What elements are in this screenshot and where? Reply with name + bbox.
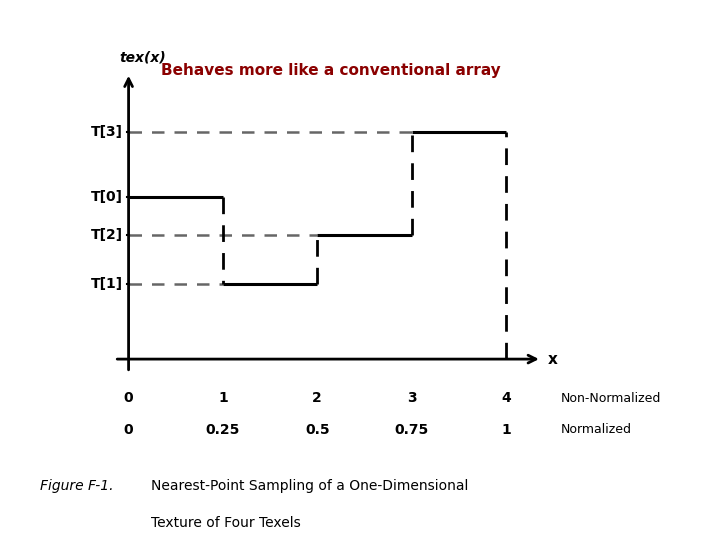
Text: 4: 4	[501, 392, 510, 405]
Text: x: x	[547, 352, 557, 367]
Text: 0: 0	[124, 392, 133, 405]
Text: T[1]: T[1]	[91, 276, 123, 291]
Text: Nearest-Point Sampling: 4-Element 1D Texture: Nearest-Point Sampling: 4-Element 1D Tex…	[9, 10, 482, 29]
Text: 2: 2	[312, 392, 322, 405]
Text: Nearest-Point Sampling of a One-Dimensional: Nearest-Point Sampling of a One-Dimensio…	[151, 479, 469, 493]
Text: 1: 1	[218, 392, 228, 405]
Text: Non-Normalized: Non-Normalized	[561, 392, 661, 405]
Text: Texture of Four Texels: Texture of Four Texels	[151, 516, 301, 530]
Text: tex(x): tex(x)	[119, 51, 166, 65]
Text: Figure F-1.: Figure F-1.	[40, 479, 113, 493]
Text: T[0]: T[0]	[91, 190, 123, 204]
Text: T[2]: T[2]	[91, 228, 123, 242]
Text: 0.75: 0.75	[395, 423, 428, 436]
Text: 1: 1	[501, 423, 510, 436]
Text: 3: 3	[407, 392, 416, 405]
Text: 0: 0	[124, 423, 133, 436]
Text: Behaves more like a conventional array: Behaves more like a conventional array	[161, 63, 501, 78]
Text: Normalized: Normalized	[561, 423, 631, 436]
Text: T[3]: T[3]	[91, 125, 123, 139]
Text: 0.25: 0.25	[206, 423, 240, 436]
Text: 0.5: 0.5	[305, 423, 330, 436]
